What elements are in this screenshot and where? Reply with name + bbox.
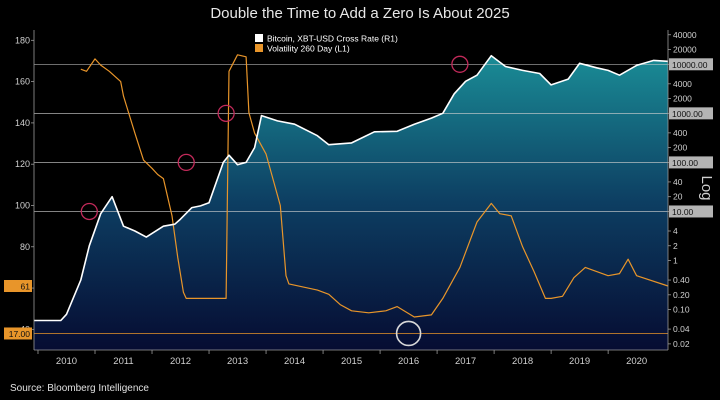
x-tick-label-2: 2012 xyxy=(170,356,191,367)
left-tick-label-7: 180 xyxy=(15,35,30,45)
ref-label-1: 1000.00 xyxy=(672,109,703,119)
series-line-volatility xyxy=(80,54,669,318)
x-tick-label-5: 2015 xyxy=(341,356,362,367)
right-tick-label-4: 2000 xyxy=(673,94,692,104)
right-tick-label-14: 1 xyxy=(673,256,678,266)
bitcoin-area xyxy=(34,55,668,350)
right-tick-label-7: 200 xyxy=(673,143,687,153)
ref-label-box-2 xyxy=(669,156,713,169)
annotation-circle-1 xyxy=(177,153,195,172)
left-tick-label-6: 160 xyxy=(15,77,30,87)
ref-label-3: 10.00 xyxy=(672,207,694,217)
x-tick-label-4: 2014 xyxy=(284,356,305,367)
left-marker-label-1: 17.00 xyxy=(9,329,31,339)
right-tick-label-16: 0.20 xyxy=(673,290,690,300)
right-tick-label-6: 400 xyxy=(673,128,687,138)
right-tick-label-19: 0.02 xyxy=(673,339,690,349)
x-tick-label-10: 2020 xyxy=(626,356,647,367)
annotation-circle-2 xyxy=(217,104,235,122)
ref-label-box-1 xyxy=(669,107,713,120)
left-tick-label-5: 140 xyxy=(15,118,30,128)
x-tick-label-9: 2019 xyxy=(569,356,590,367)
x-tick-label-7: 2017 xyxy=(455,356,476,367)
ref-label-box-3 xyxy=(669,205,713,218)
annotation-circle-0 xyxy=(80,202,98,221)
right-tick-label-15: 0.40 xyxy=(673,275,690,285)
ref-label-2: 100.00 xyxy=(672,158,698,168)
right-tick-label-9: 40 xyxy=(673,177,683,187)
left-tick-label-2: 80 xyxy=(20,242,30,252)
annotation-circle-3 xyxy=(451,55,469,73)
left-marker-box-0 xyxy=(4,280,32,292)
source-note: Source: Bloomberg Intelligence xyxy=(10,383,149,394)
legend-label-volatility: Volatility 260 Day (L1) xyxy=(267,44,350,54)
right-tick-label-0: 40000 xyxy=(673,30,697,40)
left-tick-label-3: 100 xyxy=(15,200,30,210)
x-tick-label-3: 2013 xyxy=(227,356,248,367)
right-axis-title: Log xyxy=(698,175,715,200)
chart-title: Double the Time to Add a Zero Is About 2… xyxy=(210,5,509,22)
x-tick-label-6: 2016 xyxy=(398,356,419,367)
right-tick-label-10: 20 xyxy=(673,192,683,202)
right-tick-label-18: 0.04 xyxy=(673,324,690,334)
legend-label-bitcoin: Bitcoin, XBT-USD Cross Rate (R1) xyxy=(267,34,398,44)
x-tick-label-1: 2011 xyxy=(113,356,133,367)
right-tick-label-3: 4000 xyxy=(673,79,692,89)
right-tick-label-13: 2 xyxy=(673,241,678,251)
x-tick-label-0: 2010 xyxy=(56,356,77,367)
annotation-circle-4 xyxy=(395,320,422,347)
legend-swatch-bitcoin xyxy=(255,34,263,42)
left-marker-label-0: 61 xyxy=(21,282,31,292)
x-tick-label-8: 2018 xyxy=(512,356,533,367)
series-line-bitcoin xyxy=(34,54,669,322)
right-tick-label-17: 0.10 xyxy=(673,305,690,315)
left-tick-label-4: 120 xyxy=(15,159,30,169)
right-tick-label-1: 20000 xyxy=(673,45,697,55)
right-tick-label-12: 4 xyxy=(673,226,678,236)
ref-label-0: 10000.00 xyxy=(672,60,708,70)
legend-swatch-volatility xyxy=(255,44,263,52)
ref-label-box-0 xyxy=(669,58,713,71)
left-marker-box-1 xyxy=(4,327,32,340)
